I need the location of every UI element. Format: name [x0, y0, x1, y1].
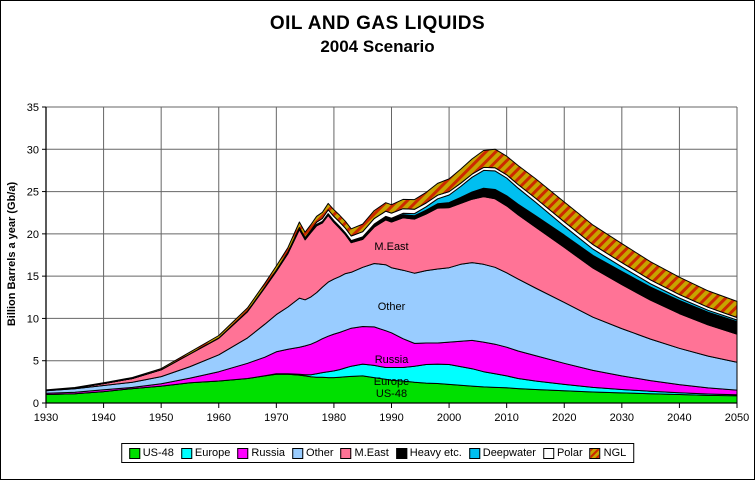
- x-tick-label-2030: 2030: [610, 412, 634, 424]
- legend-item-m-east: M.East: [340, 447, 389, 459]
- legend-label-m-east: M.East: [354, 447, 389, 459]
- x-tick-label-1970: 1970: [264, 412, 288, 424]
- legend-item-deepwater: Deepwater: [468, 447, 536, 459]
- legend: US-48 Europe Russia Other M.East Heavy etc. De…: [120, 443, 635, 463]
- x-tick-label-2000: 2000: [437, 412, 461, 424]
- y-tick-label-35: 35: [27, 102, 39, 114]
- x-tick-label-2020: 2020: [552, 412, 576, 424]
- legend-item-us-48: US-48: [128, 447, 174, 459]
- legend-label-russia: Russia: [251, 447, 286, 459]
- y-tick-label-30: 30: [27, 144, 39, 156]
- legend-swatch-russia: [237, 447, 249, 459]
- chart-title-block: OIL AND GAS LIQUIDS 2004 Scenario: [1, 12, 754, 58]
- chart-subtitle: 2004 Scenario: [320, 37, 435, 56]
- area-label-m-east: M.East: [374, 240, 409, 253]
- legend-swatch-other: [292, 447, 304, 459]
- x-tick-label-1940: 1940: [91, 412, 115, 424]
- legend-item-europe: Europe: [180, 447, 231, 459]
- x-tick-label-1930: 1930: [34, 412, 58, 424]
- legend-swatch-europe: [180, 447, 192, 459]
- y-tick-label-10: 10: [27, 313, 39, 325]
- area-label-russia: Russia: [374, 353, 409, 366]
- legend-swatch-us-48: [128, 447, 140, 459]
- y-tick-label-25: 25: [27, 187, 39, 199]
- x-tick-label-1960: 1960: [207, 412, 231, 424]
- legend-label-heavy-etc: Heavy etc.: [409, 447, 462, 459]
- legend-swatch-polar: [542, 447, 554, 459]
- chart-title: OIL AND GAS LIQUIDS: [269, 13, 486, 34]
- y-tick-label-20: 20: [27, 229, 39, 241]
- area-label-europe: Europe: [373, 375, 410, 388]
- legend-swatch-deepwater: [468, 447, 480, 459]
- x-tick-label-1990: 1990: [379, 412, 403, 424]
- y-tick-label-0: 0: [33, 398, 39, 410]
- legend-label-europe: Europe: [194, 447, 231, 459]
- x-tick-label-1950: 1950: [149, 412, 173, 424]
- legend-item-ngl: NGL: [589, 447, 627, 459]
- legend-item-other: Other: [292, 447, 334, 459]
- legend-swatch-heavy-etc: [395, 447, 407, 459]
- legend-item-polar: Polar: [542, 447, 583, 459]
- legend-item-russia: Russia: [237, 447, 285, 459]
- x-tick-label-2040: 2040: [667, 412, 691, 424]
- area-label-other: Other: [377, 301, 406, 313]
- y-tick-label-15: 15: [27, 271, 39, 283]
- area-label-us-48: US-48: [375, 387, 408, 400]
- x-tick-label-2010: 2010: [494, 412, 518, 424]
- y-tick-label-5: 5: [33, 356, 39, 368]
- x-tick-label-1980: 1980: [322, 412, 346, 424]
- legend-label-other: Other: [306, 447, 334, 459]
- legend-label-polar: Polar: [556, 447, 583, 459]
- legend-item-heavy-etc: Heavy etc.: [395, 447, 462, 459]
- legend-swatch-m-east: [340, 447, 352, 459]
- legend-label-us-48: US-48: [142, 447, 174, 459]
- x-tick-label-2050: 2050: [725, 412, 749, 424]
- legend-swatch-ngl: [589, 447, 601, 459]
- legend-label-ngl: NGL: [603, 447, 627, 459]
- area-ngl: [45, 148, 738, 391]
- legend-label-deepwater: Deepwater: [482, 447, 536, 459]
